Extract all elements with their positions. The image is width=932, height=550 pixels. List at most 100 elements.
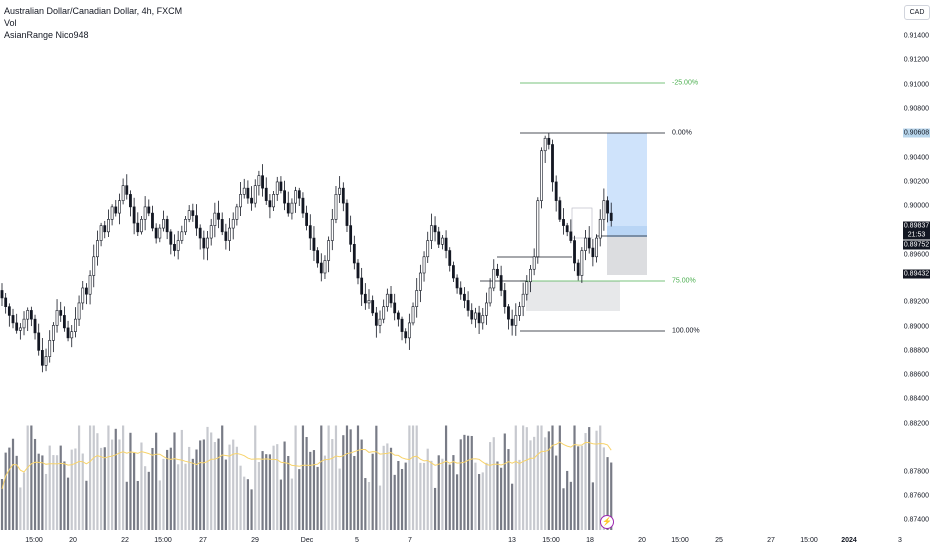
candle-bullish [235,206,239,220]
candle-bearish [371,300,375,314]
volume-bar [92,425,95,530]
candle-bullish [385,293,389,307]
currency-button[interactable]: CAD [904,5,930,20]
candle-bearish [356,262,360,279]
volume-bar [334,425,338,530]
candle-bearish [389,293,393,304]
candle-bearish [191,210,195,216]
candle-bullish [118,200,121,214]
candle-bearish [510,318,514,326]
volume-bar [602,447,605,530]
candle-bullish [239,194,242,208]
volume-moving-average [1,441,612,490]
volume-bar [455,474,459,530]
lightning-icon[interactable]: ⚡ [600,515,614,529]
volume-bar [312,450,316,530]
candle-bullish [474,312,477,320]
candle-bearish [169,231,173,245]
volume-bar [606,457,609,530]
candle-bearish [558,200,562,220]
target-zone-overlap [607,226,647,237]
fib-top-price-label: 0.90608 [903,128,930,138]
volume-bar [272,445,275,530]
price-tick: 0.90200 [903,178,929,186]
volume-bar [70,449,73,530]
target-zone[interactable] [607,133,647,227]
price-axis[interactable]: 0.91400 0.91200 0.91000 0.90800 0.90400 … [901,0,932,530]
volume-bar [371,453,374,530]
volume-bar [243,476,246,530]
volume-bar [511,483,514,530]
candle-bearish [15,322,19,331]
price-chart[interactable] [0,0,901,530]
volume-bar [544,437,547,530]
candle-bullish [294,190,298,204]
volume-bar [430,460,433,530]
time-tick: 18 [586,537,594,544]
candle-bullish [121,185,125,201]
asian-range-box[interactable] [526,281,620,311]
candle-bearish [308,225,312,239]
fib-label-0: 0.00% [672,129,692,137]
candle-bearish [477,312,481,324]
volume-bar [184,463,187,530]
candle-bearish [202,237,206,249]
volume-bar [213,442,216,530]
time-tick: 22 [121,537,129,544]
time-tick: 13 [508,537,516,544]
volume-bar [254,425,257,530]
range-outline [571,207,593,239]
candle-bearish [496,268,499,276]
candle-bullish [272,194,275,208]
symbol-title[interactable]: Australian Dollar/Canadian Dollar, 4h, F… [4,6,183,16]
volume-bar [492,437,495,530]
volume-bar [11,438,15,530]
volume-bar [180,429,183,530]
candle-bearish [463,293,466,301]
candle-bearish [85,287,88,295]
asian-range-indicator-label[interactable]: AsianRange Nico948 [4,30,89,40]
volume-bar [389,447,393,530]
candle-bearish [301,197,305,214]
candle-bearish [319,262,323,274]
volume-bar [327,425,330,530]
candle-bullish [532,256,536,270]
volume-bar [522,425,525,530]
price-tick: 0.87600 [903,492,929,500]
volume-bar [448,464,451,530]
candle-bearish [569,231,573,241]
volume-bar [301,425,305,530]
price-tick: 0.89200 [903,298,929,306]
volume-bar [584,433,587,530]
volume-bar [496,461,499,530]
volume-bar [8,447,11,530]
volume-bar [239,465,242,530]
candle-bullish [525,281,529,295]
candle-bullish [418,272,422,291]
candle-bearish [264,187,268,201]
candle-bullish [253,185,257,204]
candle-bearish [305,212,309,226]
time-tick: 7 [408,537,412,544]
volume-bar [221,425,224,530]
candle-bullish [334,194,338,220]
candle-bearish [154,227,158,239]
volume-bar [118,439,121,530]
candle-bullish [367,300,371,304]
candle-bearish [220,219,224,233]
fib-retracement[interactable] [480,82,665,332]
volume-indicator-label[interactable]: Vol [4,18,17,28]
candle-bullish [415,290,419,307]
candle-bullish [481,315,485,324]
candle-bearish [352,244,356,264]
volume-bar [503,433,506,530]
candle-bearish [246,187,250,199]
stop-zone[interactable] [607,237,647,275]
volume-bar [588,427,591,530]
position-zones [526,133,647,311]
volume-bar [547,431,550,530]
price-tick: 0.87800 [903,468,929,476]
volume-bar [320,425,323,530]
volume-bar [85,480,88,530]
volume-bar [422,462,426,530]
